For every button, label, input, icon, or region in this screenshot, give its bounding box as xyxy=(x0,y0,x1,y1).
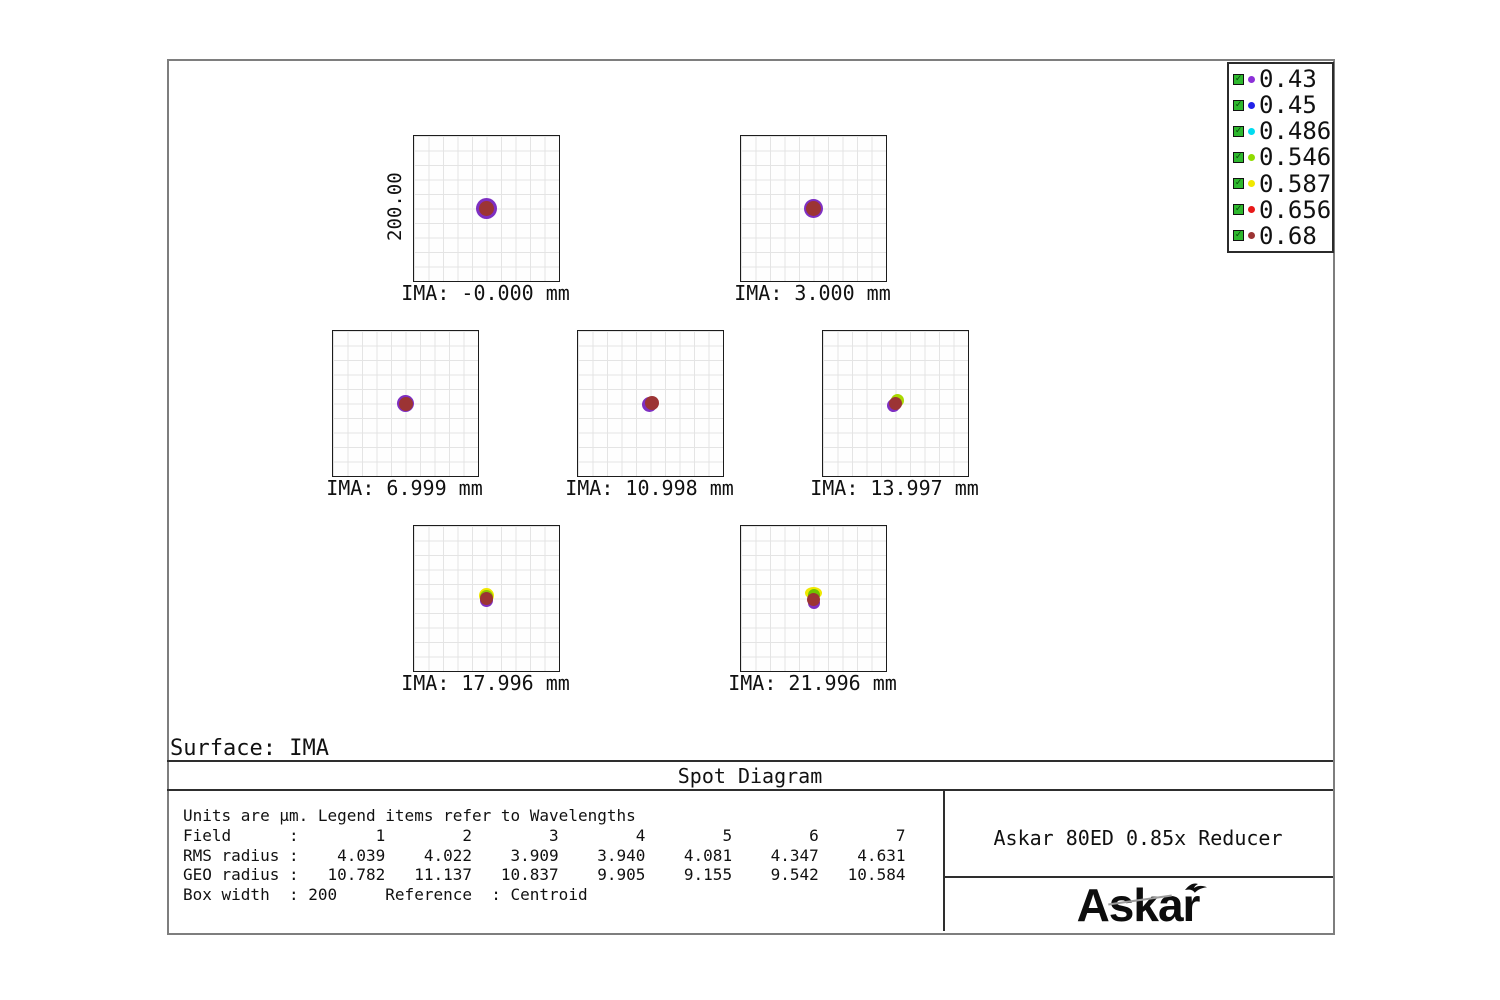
spot xyxy=(644,395,659,410)
spot-box-field-5 xyxy=(822,330,969,477)
legend-item: ✓ 0.45 xyxy=(1233,93,1332,118)
wavelength-checkbox[interactable]: ✓ xyxy=(1233,151,1244,163)
spot xyxy=(807,593,820,606)
wavelength-label: 0.656 xyxy=(1259,195,1332,224)
spot-box-field-1 xyxy=(413,135,560,282)
wavelength-label: 0.68 xyxy=(1259,221,1317,250)
spot xyxy=(479,201,494,216)
wavelength-dot-icon xyxy=(1248,101,1255,109)
spot xyxy=(480,592,493,605)
ima-position-label: IMA: 6.999 mm xyxy=(326,476,483,500)
wavelength-dot-icon xyxy=(1248,153,1255,161)
wavelength-label: 0.45 xyxy=(1259,91,1317,120)
chart-title-text: Spot Diagram xyxy=(677,764,823,788)
axis-scale-label: 200.00 xyxy=(384,172,406,241)
wavelength-checkbox[interactable]: ✓ xyxy=(1233,178,1244,190)
title-divider xyxy=(167,789,1333,791)
wavelength-label: 0.486 xyxy=(1259,117,1332,146)
plot-frame xyxy=(167,59,1335,935)
wavelength-legend: ✓ 0.43 ✓ 0.45 ✓ 0.486 ✓ 0.546 ✓ 0.587 ✓ 0.656 ✓ 0.68 xyxy=(1227,62,1334,253)
legend-item: ✓ 0.486 xyxy=(1233,119,1332,144)
ima-position-label: IMA: 13.997 mm xyxy=(810,476,979,500)
wavelength-dot-icon xyxy=(1248,180,1255,188)
surface-label: Surface: IMA xyxy=(170,736,329,761)
bird-icon xyxy=(1185,883,1207,893)
panel-divider xyxy=(943,789,945,931)
wavelength-dot-icon xyxy=(1248,75,1255,83)
legend-item: ✓ 0.43 xyxy=(1233,67,1332,92)
analysis-summary: Units are μm. Legend items refer to Wave… xyxy=(183,806,906,905)
wavelength-label: 0.43 xyxy=(1259,65,1317,94)
spot-box-field-3 xyxy=(332,330,479,477)
wavelength-label: 0.587 xyxy=(1259,169,1332,198)
brand-logo: Askar xyxy=(943,878,1333,932)
ima-position-label: IMA: 17.996 mm xyxy=(401,671,570,695)
ima-position-label: IMA: 10.998 mm xyxy=(565,476,734,500)
ima-position-label: IMA: 21.996 mm xyxy=(728,671,897,695)
spot-box-field-2 xyxy=(740,135,887,282)
product-title: Askar 80ED 0.85x Reducer xyxy=(993,826,1283,850)
brand-logo-text: Askar xyxy=(1076,879,1201,931)
legend-item: ✓ 0.656 xyxy=(1233,197,1332,222)
wavelength-checkbox[interactable]: ✓ xyxy=(1233,125,1244,137)
spot-box-field-7 xyxy=(740,525,887,672)
spot xyxy=(806,201,821,216)
wavelength-label: 0.546 xyxy=(1259,143,1332,172)
spot-box-field-6 xyxy=(413,525,560,672)
spot xyxy=(398,396,413,411)
spot xyxy=(889,397,902,410)
ima-position-label: IMA: -0.000 mm xyxy=(401,281,570,305)
wavelength-dot-icon xyxy=(1248,206,1255,214)
ima-position-label: IMA: 3.000 mm xyxy=(734,281,891,305)
spot-box-field-4 xyxy=(577,330,724,477)
legend-item: ✓ 0.546 xyxy=(1233,145,1332,170)
surface-divider xyxy=(167,760,1333,762)
chart-title: Spot Diagram xyxy=(167,762,1333,790)
wavelength-dot-icon xyxy=(1248,127,1255,135)
legend-item: ✓ 0.587 xyxy=(1233,171,1332,196)
wavelength-checkbox[interactable]: ✓ xyxy=(1233,204,1244,216)
wavelength-checkbox[interactable]: ✓ xyxy=(1233,73,1244,85)
wavelength-checkbox[interactable]: ✓ xyxy=(1233,99,1244,111)
wavelength-checkbox[interactable]: ✓ xyxy=(1233,230,1244,242)
branding-divider xyxy=(943,876,1333,878)
wavelength-dot-icon xyxy=(1248,232,1255,240)
legend-item: ✓ 0.68 xyxy=(1233,223,1332,248)
